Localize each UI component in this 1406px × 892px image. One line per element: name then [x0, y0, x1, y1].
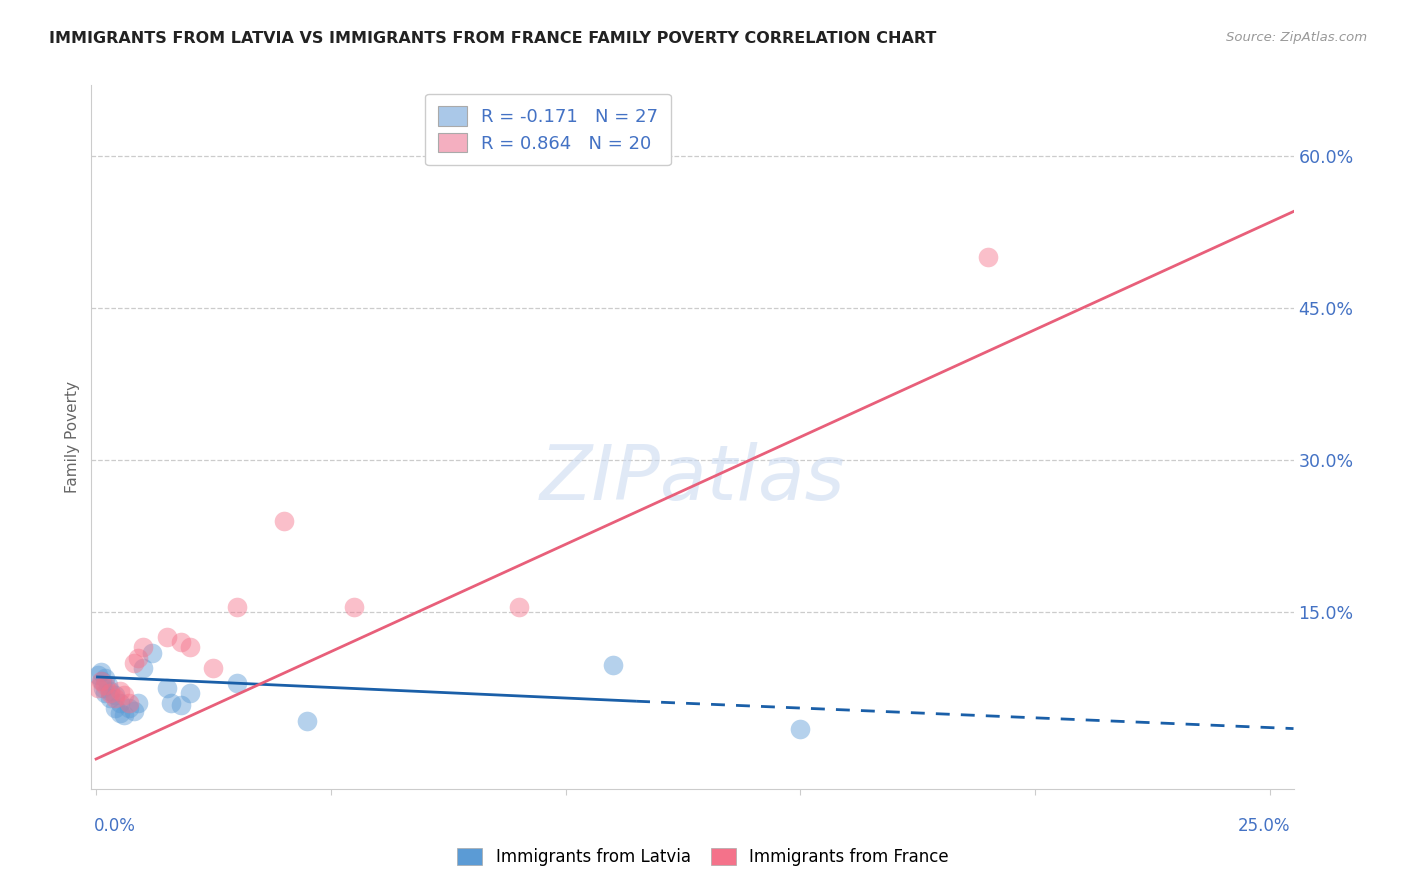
Point	[94, 686, 117, 700]
Text: 25.0%: 25.0%	[1239, 817, 1291, 835]
Point	[90, 673, 112, 688]
Y-axis label: Family Poverty: Family Poverty	[65, 381, 80, 493]
Point	[202, 661, 225, 675]
Point	[108, 706, 131, 721]
Point	[112, 708, 135, 723]
Point	[160, 696, 183, 710]
Point	[91, 681, 114, 695]
Point	[226, 599, 249, 614]
Legend: Immigrants from Latvia, Immigrants from France: Immigrants from Latvia, Immigrants from …	[449, 840, 957, 875]
Text: ZIPatlas: ZIPatlas	[540, 442, 845, 516]
Point	[98, 684, 121, 698]
Point	[179, 640, 201, 655]
Point	[273, 514, 295, 528]
Point	[104, 691, 127, 706]
Text: IMMIGRANTS FROM LATVIA VS IMMIGRANTS FROM FRANCE FAMILY POVERTY CORRELATION CHAR: IMMIGRANTS FROM LATVIA VS IMMIGRANTS FRO…	[49, 31, 936, 46]
Point	[343, 599, 366, 614]
Point	[104, 688, 127, 702]
Text: 0.0%: 0.0%	[94, 817, 136, 835]
Point	[132, 661, 155, 675]
Point	[108, 696, 131, 710]
Point	[127, 650, 149, 665]
Point	[169, 698, 191, 713]
Point	[87, 681, 110, 695]
Point	[94, 671, 117, 685]
Point	[297, 714, 319, 729]
Point	[508, 599, 530, 614]
Legend: R = -0.171   N = 27, R = 0.864   N = 20: R = -0.171 N = 27, R = 0.864 N = 20	[426, 94, 671, 165]
Point	[97, 678, 120, 692]
Point	[94, 678, 117, 692]
Text: Source: ZipAtlas.com: Source: ZipAtlas.com	[1226, 31, 1367, 45]
Point	[108, 684, 131, 698]
Point	[977, 250, 1000, 264]
Point	[127, 696, 149, 710]
Point	[90, 665, 112, 679]
Point	[179, 686, 201, 700]
Point	[104, 701, 127, 715]
Point	[602, 657, 624, 672]
Point	[87, 668, 110, 682]
Point	[789, 722, 811, 736]
Point	[118, 696, 141, 710]
Point	[226, 676, 249, 690]
Point	[122, 704, 145, 718]
Point	[169, 635, 191, 649]
Point	[98, 691, 121, 706]
Point	[122, 656, 145, 670]
Point	[98, 686, 121, 700]
Point	[141, 646, 163, 660]
Point	[155, 630, 177, 644]
Point	[132, 640, 155, 655]
Point	[90, 673, 112, 688]
Point	[155, 681, 177, 695]
Point	[118, 701, 141, 715]
Point	[112, 688, 135, 702]
